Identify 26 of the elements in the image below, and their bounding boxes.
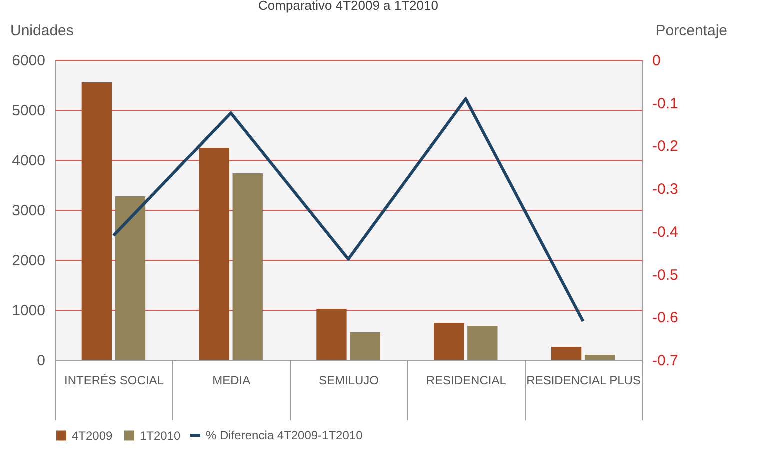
y2-tick-label: -0.4 bbox=[652, 224, 678, 241]
y2-tick-label: -0.2 bbox=[652, 138, 678, 156]
legend-label: % Diferencia 4T2009-1T2010 bbox=[206, 428, 364, 442]
y-tick-label: 4000 bbox=[12, 152, 46, 170]
x-tick-label: MEDIA bbox=[212, 374, 251, 388]
y2-tick-label: -0.6 bbox=[652, 310, 678, 327]
y-tick-label: 0 bbox=[37, 352, 46, 370]
y2-tick-label: -0.1 bbox=[652, 95, 678, 112]
y2-tick-label: -0.7 bbox=[652, 352, 678, 370]
x-tick-label: SEMILUJO bbox=[318, 374, 380, 388]
legend-label: 1T2010 bbox=[140, 428, 182, 443]
y2-tick-label: 0 bbox=[652, 52, 661, 70]
y-tick-label: 5000 bbox=[12, 102, 46, 120]
y2-tick-label: -0.5 bbox=[652, 266, 678, 284]
chart-title: Comparativo 4T2009 a 1T2010 bbox=[258, 0, 438, 13]
y-tick-label: 2000 bbox=[12, 252, 46, 270]
y2-tick-label: -0.3 bbox=[652, 181, 678, 198]
y2-axis-title: Porcentaje bbox=[656, 22, 728, 40]
y-tick-label: 3000 bbox=[12, 202, 46, 220]
y-tick-label: 6000 bbox=[12, 52, 46, 70]
x-tick-label: INTERÉS SOCIAL bbox=[64, 374, 164, 388]
legend-label: 4T2009 bbox=[72, 428, 114, 443]
x-tick-label: RESIDENCIAL PLUS bbox=[526, 374, 641, 388]
y-tick-label: 1000 bbox=[12, 302, 46, 320]
y-axis-title: Unidades bbox=[10, 22, 74, 40]
x-tick-label: RESIDENCIAL bbox=[426, 374, 507, 388]
